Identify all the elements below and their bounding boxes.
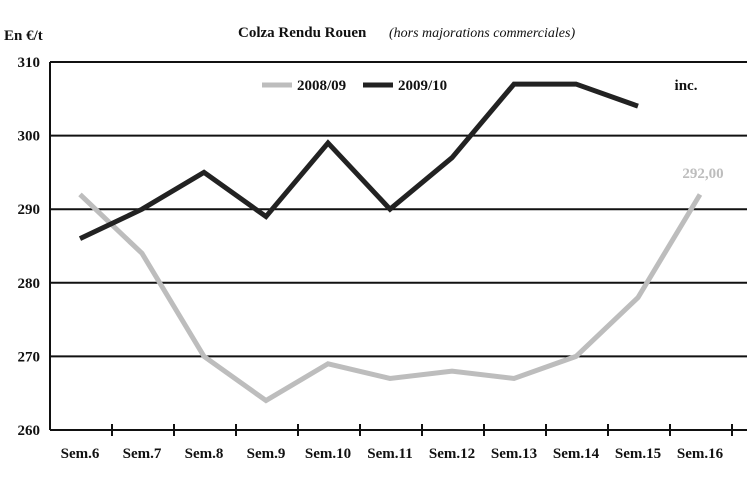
legend-label: 2009/10 [398,78,447,94]
y-axis-ticks: 260 270 280 290 300 310 [18,55,41,439]
chart-subtitle: (hors majorations commerciales) [389,26,575,41]
x-tick-label: Sem.14 [553,446,600,462]
y-tick-label: 310 [18,55,41,71]
annotation-label: 292,00 [682,166,723,182]
legend: 2008/09 2009/10 [262,78,447,94]
series-lines [78,81,703,404]
y-tick-label: 290 [18,202,41,218]
y-tick-label: 280 [18,276,41,292]
series-line-2008-09 [78,192,703,404]
x-tick-label: Sem.15 [615,446,661,462]
x-axis-ticks: Sem.6 Sem.7 Sem.8 Sem.9 Sem.10 Sem.11 Sem.12 Se… [61,424,733,462]
x-tick-label: Sem.9 [247,446,286,462]
x-tick-label: Sem.8 [185,446,224,462]
x-tick-label: Sem.13 [491,446,537,462]
series-line-2009-10 [78,81,639,241]
x-tick-label: Sem.6 [61,446,100,462]
grid [49,61,747,431]
chart-title: Colza Rendu Rouen [238,25,367,41]
y-tick-label: 300 [18,129,41,145]
legend-label: 2008/09 [297,78,346,94]
y-axis-label: En €/t [4,28,43,44]
x-tick-label: Sem.11 [367,446,412,462]
annotation-label: inc. [675,78,698,94]
x-tick-label: Sem.7 [123,446,162,462]
x-tick-label: Sem.12 [429,446,475,462]
y-tick-label: 270 [18,349,41,365]
x-tick-label: Sem.16 [677,446,724,462]
x-tick-label: Sem.10 [305,446,351,462]
annotations: 292,00 inc. [675,78,724,182]
y-tick-label: 260 [18,423,41,439]
